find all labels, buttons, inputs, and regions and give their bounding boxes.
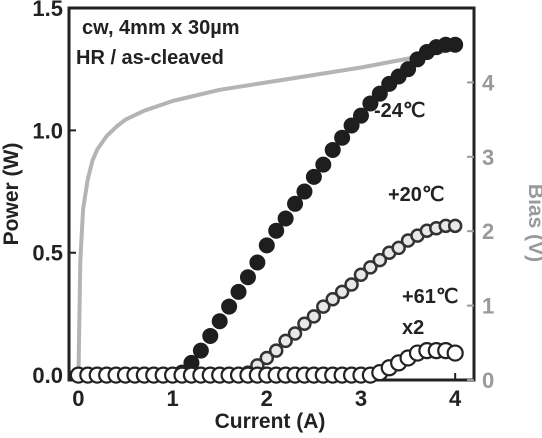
series-3 [69,342,464,384]
data-point [325,291,340,307]
data-point [249,254,266,271]
y-tick-label: 0.0 [32,363,63,388]
data-point [287,326,303,341]
data-point [211,313,228,330]
y-axis-title: Power (W) [0,143,23,246]
info-line-1: cw, 4mm x 30µm [82,17,240,39]
y2-axis-title: Bias (V) [524,184,542,262]
x-tick-label: 4 [449,386,462,411]
y2-tick-label: 1 [482,294,494,319]
data-point [344,277,359,292]
data-point [353,267,369,283]
data-point [278,333,293,349]
data-point [447,218,463,234]
y-tick-label: 0.5 [32,241,63,266]
data-point [305,168,322,185]
data-point [447,36,464,53]
data-point [287,195,304,212]
data-point [363,260,378,275]
data-point [297,316,312,331]
data-point [230,283,247,300]
series-label-x2: x2 [402,317,424,339]
data-point [202,327,219,344]
data-point [183,354,200,371]
info-line-2: HR / as-cleaved [76,47,224,69]
data-point [372,252,388,268]
x-tick-label: 0 [72,386,84,411]
data-point [352,107,369,124]
data-point [192,342,209,359]
data-point [316,299,331,314]
data-point [239,269,256,286]
data-point [391,240,406,256]
data-point [277,210,294,227]
series-label-plus20: +20℃ [388,184,444,206]
data-point [446,344,464,362]
data-point [296,183,313,200]
data-point [306,309,322,324]
series-label-plus61: +61℃ [402,286,458,308]
y-tick-label: 1.5 [32,0,63,21]
data-point [315,156,332,173]
series-layer [69,36,464,384]
data-point [334,129,351,146]
y-tick-label: 1.0 [32,118,63,143]
data-point [334,284,350,300]
ticks-layer: 0 1 2 3 4 0.0 0.5 1.0 1.5 0 1 2 3 4 [32,0,495,411]
data-point [258,237,275,254]
bias-curve [76,46,458,382]
series-label-minus24: -24℃ [374,100,425,122]
data-point [324,141,341,158]
data-point [268,222,285,239]
x-tick-label: 1 [166,386,178,411]
y2-tick-label: 0 [482,368,494,393]
y2-tick-label: 4 [482,70,495,95]
data-point [259,350,275,366]
y2-tick-label: 3 [482,145,494,170]
x-axis-title: Current (A) [215,410,326,433]
x-tick-label: 3 [355,386,367,411]
bias-curve-layer [76,46,458,382]
x-tick-label: 2 [261,386,273,411]
data-point [268,343,284,358]
data-point [221,298,238,315]
y2-tick-label: 2 [482,219,494,244]
